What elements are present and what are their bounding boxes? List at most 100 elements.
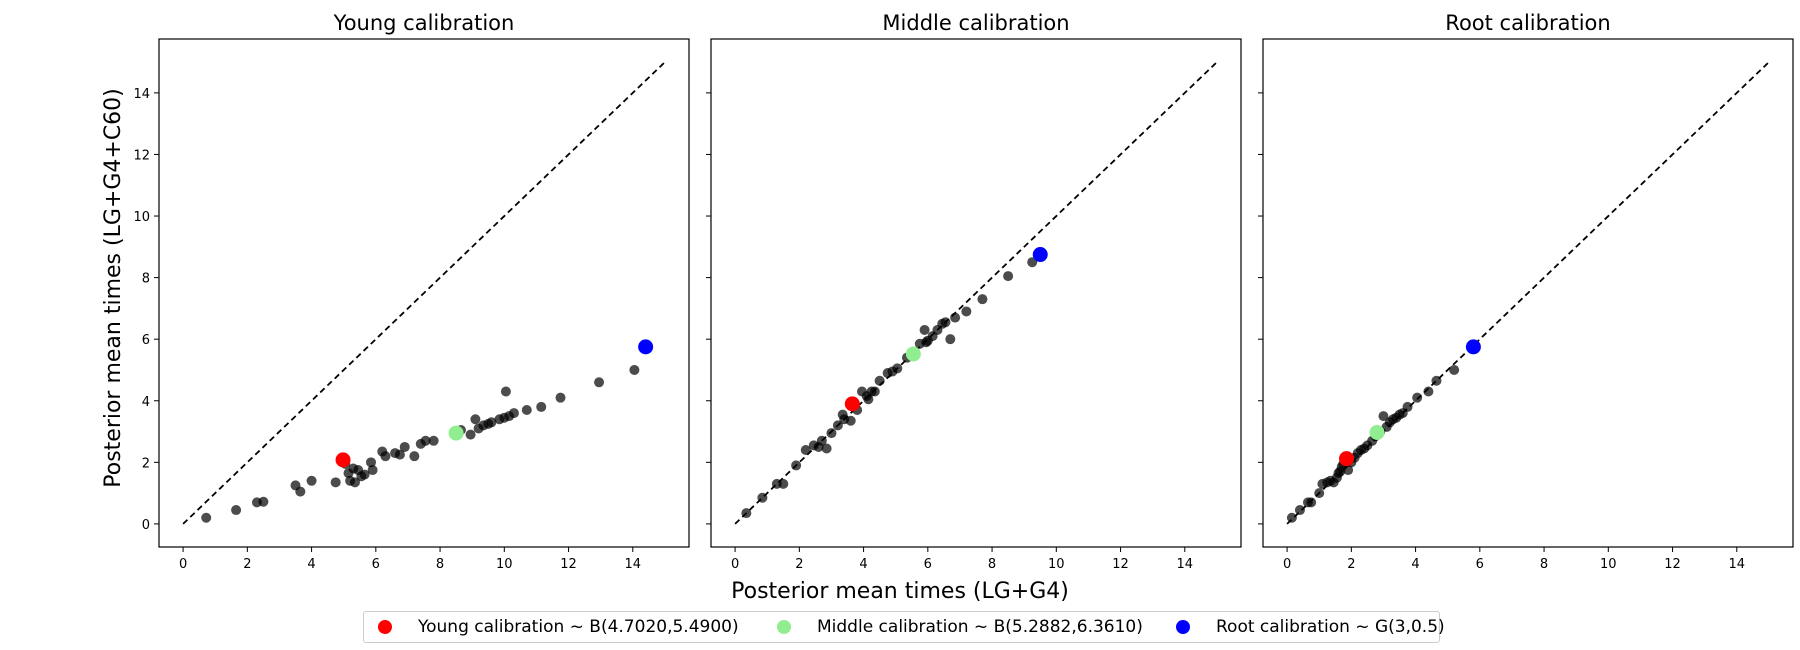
data-point [1402,401,1413,412]
y-axis-label: Posterior mean times (LG+G4+C60) [101,88,126,488]
x-tick-label: 4 [1411,557,1419,572]
x-tick-label: 10 [496,557,513,572]
data-point [1378,411,1389,422]
data-point [863,394,874,405]
legend-label-young: Young calibration ~ B(4.7020,5.4900) [418,617,739,637]
legend-entry-root: Root calibration ~ G(3,0.5) [1176,612,1445,642]
data-point [950,312,961,323]
reference-line [182,61,666,525]
data-point [1286,512,1297,523]
y-tick-label: 6 [142,333,150,348]
calibration-point-middle [1369,424,1385,440]
data-point [470,414,481,425]
data-point [757,492,768,503]
data-point [465,429,476,440]
data-point [359,469,370,480]
calibration-point-root [1465,339,1481,355]
x-tick-label: 2 [1347,557,1355,572]
data-point [832,420,843,431]
data-point [826,428,837,439]
data-point [945,334,956,345]
data-point [399,441,410,452]
data-point [380,451,391,462]
data-point [1027,257,1038,268]
plot-frame [1262,38,1794,548]
calibration-point-young [844,396,860,412]
data-point [367,465,378,476]
subplot-young: Young calibration 0 2 4 6 8 10 12 14 0 2 4 6 8 10 12 14 [133,11,690,572]
y-tick-label: 4 [142,395,150,410]
x-tick-label: 10 [1600,557,1617,572]
data-point [536,401,547,412]
x-tick-label: 2 [795,557,803,572]
x-tick-label: 12 [560,557,577,572]
calibration-point-middle [905,346,921,362]
data-point [555,392,566,403]
data-point [741,508,752,519]
data-point [594,377,605,388]
legend-marker-root [1176,620,1190,634]
data-point [977,294,988,305]
data-point [500,386,511,397]
data-point [961,306,972,317]
x-tick-label: 0 [1283,557,1291,572]
legend-entry-middle: Middle calibration ~ B(5.2882,6.3610) [777,612,1143,642]
data-point [1343,465,1354,476]
data-point [295,486,306,497]
data-point [845,415,856,426]
x-tick-label: 8 [1540,557,1548,572]
calibration-point-root [1032,247,1048,263]
data-point [428,435,439,446]
x-tick-label: 6 [924,557,932,572]
x-tick-label: 8 [988,557,996,572]
data-point [366,457,376,468]
data-point [1294,505,1305,516]
data-point [486,417,497,428]
calibration-point-young [1339,451,1355,467]
data-point [306,475,317,486]
data-point [821,443,832,454]
data-point [791,460,802,471]
data-point [629,364,640,375]
data-point [409,451,420,462]
data-point [1449,364,1460,375]
x-tick-label: 8 [436,557,444,572]
legend-marker-young [378,620,392,634]
data-point [1412,392,1423,403]
x-tick-label: 14 [625,557,642,572]
x-tick-label: 6 [1476,557,1484,572]
subplot-title-root: Root calibration [1445,11,1610,35]
data-point [1306,497,1317,508]
x-tick-label: 12 [1112,557,1129,572]
data-point [1431,375,1442,386]
y-tick-label: 14 [133,87,150,102]
data-point [874,375,885,386]
x-tick-label: 12 [1664,557,1681,572]
calibration-point-root [638,339,654,355]
calibration-point-middle [448,425,464,441]
x-tick-label: 2 [243,557,251,572]
y-tick-label: 0 [142,518,150,533]
plot-frame [158,38,690,548]
calibration-point-young [335,452,351,468]
x-tick-label: 14 [1729,557,1746,572]
data-point [1423,386,1434,397]
y-tick-label: 10 [133,210,150,225]
y-tick-label: 12 [133,148,150,163]
data-point [919,324,930,335]
data-point [201,512,212,523]
data-point [816,435,827,446]
y-tick-label: 8 [142,272,150,287]
data-point [231,505,242,516]
data-point [508,408,519,419]
x-tick-label: 0 [731,557,739,572]
plot-frame [710,38,1242,548]
x-tick-label: 4 [859,557,867,572]
x-axis-label: Posterior mean times (LG+G4) [731,579,1069,604]
data-point [521,404,532,415]
data-point [1003,271,1014,282]
legend-marker-middle [777,620,791,634]
subplot-title-young: Young calibration [333,11,515,35]
legend-label-root: Root calibration ~ G(3,0.5) [1216,617,1445,637]
